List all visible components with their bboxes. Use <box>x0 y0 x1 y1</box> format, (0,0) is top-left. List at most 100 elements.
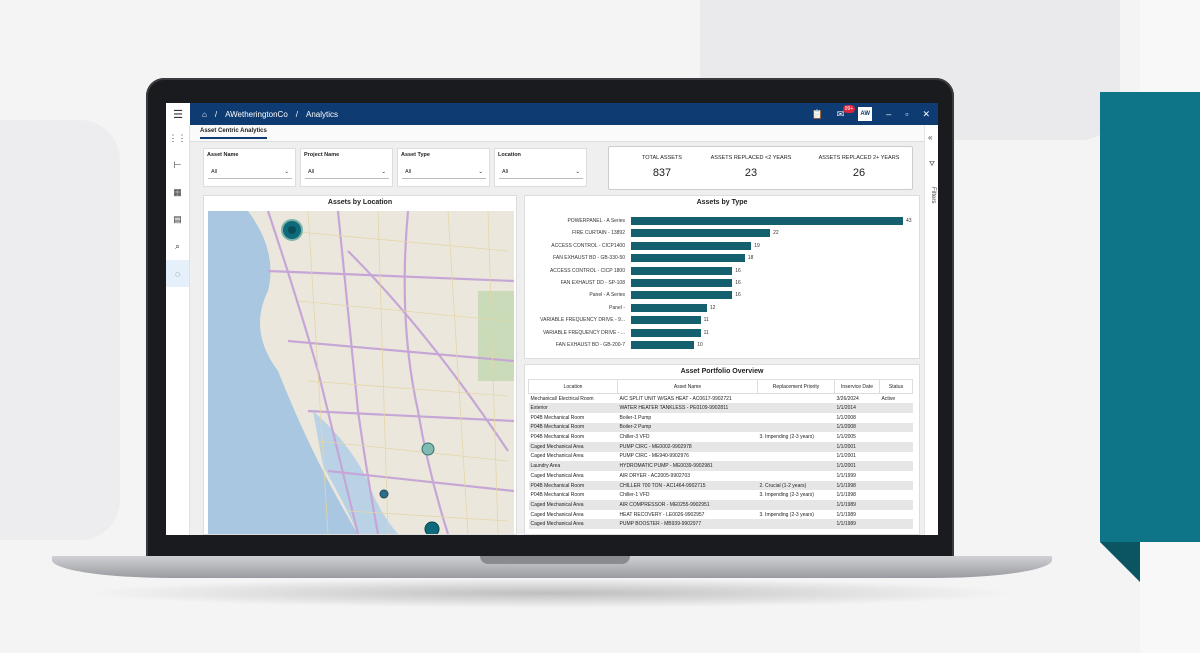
tab-bar: Asset Centric Analytics <box>190 125 924 142</box>
map-marker[interactable] <box>424 521 440 534</box>
table-cell: 1/1/2001 <box>834 441 880 452</box>
kpi-value: 23 <box>744 167 758 179</box>
table-cell: CHILLER 700 TON - AC1464-9902715 <box>617 480 758 491</box>
mail-icon[interactable]: ✉ 99+ <box>836 104 856 119</box>
table-cell <box>880 452 913 462</box>
dashboard-icon[interactable]: ▦ <box>173 187 182 197</box>
table-cell: 1/1/1999 <box>836 472 856 479</box>
table-row[interactable]: Caged Mechanical Area PUMP CIRC - ME0002-… <box>528 441 913 452</box>
hierarchy-icon[interactable]: ⊢ <box>173 160 182 170</box>
table-cell: P04B Mechanical Room <box>528 480 618 491</box>
bar-label: VARIABLE FREQUENCY DRIVE - 9... <box>540 317 625 324</box>
table-row[interactable]: Caged Mechanical Area AIR DRYER - AC2005-… <box>529 471 913 481</box>
table-row[interactable]: Exterior WATER HEATER TANKLESS - PE0109-9… <box>528 403 913 413</box>
analytics-icon[interactable]: ◌ <box>166 260 189 287</box>
close-icon[interactable]: ✕ <box>922 108 930 119</box>
column-header[interactable]: Status <box>879 379 913 394</box>
table-cell: Exterior <box>528 403 618 413</box>
kpi-replaced-under-2: ASSETS REPLACED <2 YEARS 23 <box>701 155 801 179</box>
filters-pane[interactable]: « ⛛ Filters <box>924 125 938 535</box>
slicer-dropdown[interactable]: All ⌄ <box>402 166 486 179</box>
bar-label: VARIABLE FREQUENCY DRIVE - ... <box>542 329 625 336</box>
column-header[interactable]: Asset Name <box>617 379 758 394</box>
column-header[interactable]: Replacement Priority <box>757 379 835 394</box>
table-row[interactable]: Caged Mechanical Area PUMP CIRC - ME940-9… <box>529 452 913 462</box>
map-marker[interactable] <box>421 442 435 456</box>
table-row[interactable]: P04B Mechanical Room Boiler-1 Pump 1/1/200… <box>529 413 913 423</box>
teal-accent-band <box>1100 92 1200 542</box>
filter-icon[interactable]: ⛛ <box>929 161 935 168</box>
slicer-dropdown[interactable]: All ⌄ <box>499 166 583 179</box>
table-cell <box>880 510 913 520</box>
table-cell <box>758 452 835 462</box>
bar[interactable] <box>631 291 733 300</box>
table-cell: Active <box>881 395 896 402</box>
table-cell: P04B Mechanical Room <box>530 492 585 499</box>
tab-asset-centric-analytics[interactable]: Asset Centric Analytics <box>200 128 267 139</box>
table-cell: 1/1/1998 <box>836 492 856 499</box>
app-topbar: ☰ ⌂ / AWetheringtonCo / Analytics 📋 ✉ 99+… <box>166 103 938 125</box>
map-graphic <box>208 211 514 534</box>
bar[interactable] <box>631 217 903 225</box>
chevron-down-icon: ⌄ <box>478 169 483 175</box>
bar[interactable] <box>631 254 745 263</box>
location-map[interactable] <box>208 211 514 534</box>
bar[interactable] <box>631 316 701 325</box>
collapse-chevron-icon[interactable]: « <box>928 133 933 142</box>
table-cell <box>879 461 913 471</box>
bar-label: FAN EXHAUST DD - SP-108 <box>560 280 625 286</box>
column-header[interactable]: Inservice Date <box>834 379 880 394</box>
avatar[interactable]: AW <box>858 107 873 121</box>
table-row[interactable]: Caged Mechanical Area HEAT RECOVERY - LE0… <box>529 510 913 520</box>
slicer-label: Location <box>498 152 521 158</box>
table-row[interactable]: P04B Mechanical Room Chiller-1 VFD 3. Impe… <box>529 490 913 500</box>
table-row[interactable]: Caged Mechanical Area PUMP BOOSTER - MB93… <box>528 519 913 530</box>
breadcrumb-company[interactable]: AWetheringtonCo <box>225 109 288 119</box>
table-cell: 2. Crucial (1-2 years) <box>757 480 835 491</box>
bar-value-label: 43 <box>906 218 912 224</box>
bar-label: ACCESS CONTROL - CICP 1800 <box>549 267 625 274</box>
assets-by-type-panel: Assets by Type POWERPANEL - A Series 43 FI… <box>524 195 920 359</box>
table-row[interactable]: Mechanical/ Electrical Room A/C SPLIT UNI… <box>529 394 913 404</box>
bar[interactable] <box>631 229 771 238</box>
slicer-asset-type: Asset Type All ⌄ <box>397 148 490 187</box>
bar[interactable] <box>631 303 707 312</box>
table-cell: 1/1/2001 <box>836 453 856 460</box>
map-marker[interactable] <box>281 219 303 241</box>
bar[interactable] <box>631 241 752 250</box>
table-cell: Caged Mechanical Area <box>528 441 618 452</box>
table-cell <box>880 413 913 423</box>
table-cell: PUMP CIRC - ME0002-9902978 <box>617 441 758 452</box>
minimize-icon[interactable]: – <box>886 109 892 119</box>
table-cell: Chiller-3 VFD <box>619 434 650 441</box>
table-row[interactable]: Laundry Area HYDROMATIC PUMP - ME0039-990… <box>528 461 913 471</box>
bar[interactable] <box>631 328 701 337</box>
restore-icon[interactable]: ▫ <box>905 109 909 119</box>
clipboard-icon[interactable]: 📋 <box>811 108 823 119</box>
table-cell <box>880 471 913 481</box>
slicer-dropdown[interactable]: All ⌄ <box>208 166 292 179</box>
table-row[interactable]: P04B Mechanical Room Boiler-2 Pump 1/1/200… <box>528 422 913 433</box>
search-icon[interactable]: ⌕ <box>174 241 181 251</box>
table-cell <box>880 432 913 442</box>
table-cell: Caged Mechanical Area <box>528 519 618 530</box>
column-header[interactable]: Location <box>528 379 618 394</box>
breadcrumb: ⌂ / AWetheringtonCo / Analytics <box>202 110 338 119</box>
bar[interactable] <box>631 266 733 275</box>
table-cell: 1/1/1989 <box>836 511 856 518</box>
table-cell: 1/1/1998 <box>834 480 880 491</box>
map-marker[interactable] <box>379 489 389 499</box>
bar[interactable] <box>631 341 695 349</box>
bar[interactable] <box>631 279 733 287</box>
slicer-dropdown[interactable]: All ⌄ <box>305 166 389 179</box>
panel-title: Assets by Location <box>327 199 393 206</box>
table-row[interactable]: Caged Mechanical Area AIR COMPRESSOR - ME… <box>528 500 913 510</box>
apps-grid-icon[interactable]: ⋮⋮ <box>168 133 187 143</box>
kpi-replaced-over-2: ASSETS REPLACED 2+ YEARS 26 <box>809 155 909 179</box>
table-cell: Boiler-1 Pump <box>619 414 652 421</box>
home-icon[interactable]: ⌂ <box>202 109 207 119</box>
hamburger-menu-icon[interactable]: ☰ <box>166 103 190 125</box>
table-row[interactable]: P04B Mechanical Room Chiller-3 VFD 3. Impe… <box>529 432 913 442</box>
table-row[interactable]: P04B Mechanical Room CHILLER 700 TON - AC… <box>528 480 913 491</box>
calendar-icon[interactable]: ▤ <box>173 214 182 224</box>
